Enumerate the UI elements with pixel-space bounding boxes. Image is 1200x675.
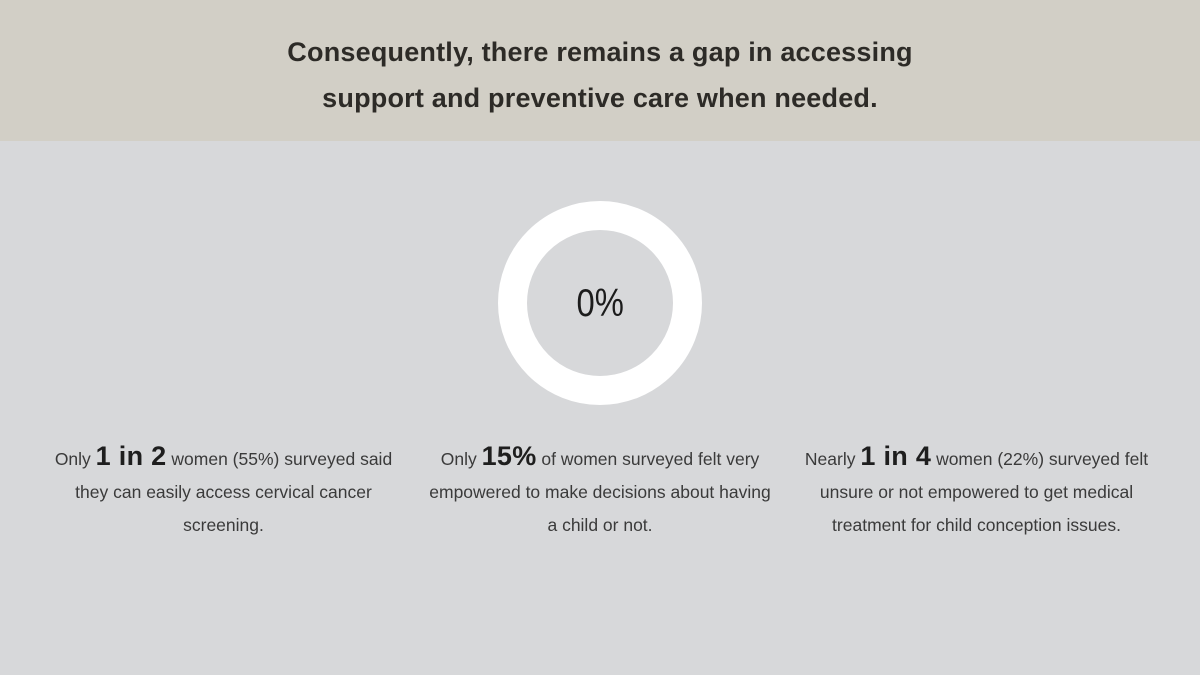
donut-center: 0%: [498, 201, 702, 405]
stat-text: Only 1 in 2 women (55%) surveyed said th…: [48, 440, 400, 542]
stat-rest: women (55%) surveyed said they can easil…: [75, 449, 393, 535]
donut-ring-icon: [498, 201, 702, 405]
stat-rest: of women surveyed felt very empowered to…: [429, 449, 771, 535]
slide-title-line-2: support and preventive care when needed.: [322, 82, 878, 113]
stat-highlight: 15%: [481, 441, 537, 471]
stat-rest: women (22%) surveyed felt unsure or not …: [819, 449, 1149, 535]
stats-row: Only 1 in 2 women (55%) surveyed said th…: [36, 440, 1164, 542]
stat-prefix: Nearly: [804, 449, 856, 469]
stat-cervical-screening: Only 1 in 2 women (55%) surveyed said th…: [36, 440, 411, 542]
stat-highlight: 1 in 4: [860, 441, 932, 471]
slide-title-line-1: Consequently, there remains a gap in acc…: [287, 36, 913, 67]
stat-text: Only 15% of women surveyed felt very emp…: [424, 440, 776, 542]
stat-empowered-decisions: Only 15% of women surveyed felt very emp…: [413, 440, 788, 542]
stat-prefix: Only: [440, 449, 477, 469]
stat-prefix: Only: [54, 449, 91, 469]
stat-text: Nearly 1 in 4 women (22%) surveyed felt …: [801, 440, 1153, 542]
stat-highlight: 1 in 2: [95, 441, 167, 471]
stat-conception-treatment: Nearly 1 in 4 women (22%) surveyed felt …: [789, 440, 1164, 542]
donut-chart: 0%: [498, 201, 702, 405]
header-band: Consequently, there remains a gap in acc…: [0, 0, 1200, 141]
donut-percentage-value: 0%: [576, 281, 624, 325]
